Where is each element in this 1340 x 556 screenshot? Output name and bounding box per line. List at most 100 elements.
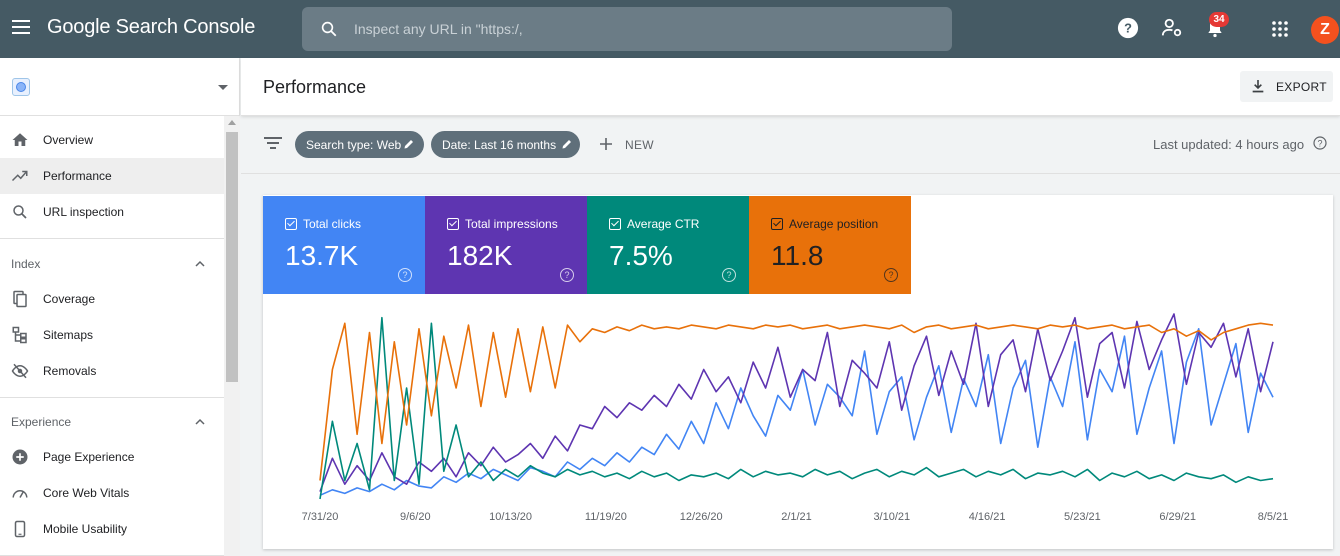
chevron-up-icon[interactable]: [194, 416, 206, 428]
x-tick-label: 4/16/21: [969, 511, 1006, 523]
sidebar-item-label: Overview: [43, 133, 94, 147]
export-button[interactable]: EXPORT: [1240, 71, 1333, 102]
help-icon[interactable]: ?: [884, 268, 898, 282]
sidebar-item-label: URL inspection: [43, 205, 124, 219]
plus-icon: [600, 138, 612, 150]
checkbox-checked-icon[interactable]: [609, 218, 621, 230]
x-tick-label: 9/6/20: [400, 511, 431, 523]
apps-icon[interactable]: [1271, 20, 1289, 38]
url-inspection-search[interactable]: [302, 7, 952, 51]
metric-value: 182K: [447, 240, 513, 271]
coverage-icon: [13, 290, 27, 308]
top-app-bar: Google Search Console ? 34 Z: [0, 0, 1340, 58]
dropdown-arrow-icon[interactable]: [218, 85, 228, 90]
x-tick-label: 11/19/20: [585, 511, 627, 523]
series-line-average-ctr: [319, 316, 1274, 500]
filter-chip-search-type[interactable]: Search type: Web: [295, 131, 424, 158]
scroll-thumb[interactable]: [226, 132, 238, 382]
section-title-index[interactable]: Index: [11, 257, 41, 271]
page-title: Performance: [263, 77, 367, 97]
sidebar-item-mobile-usability[interactable]: Mobile Usability: [0, 511, 224, 547]
help-icon[interactable]: ?: [398, 268, 412, 282]
sidebar-item-page-experience[interactable]: Page Experience: [0, 439, 224, 475]
product-logo[interactable]: Google Search Console: [47, 16, 256, 38]
performance-card: Total clicks 13.7K ? Total impressions 1…: [263, 195, 1333, 549]
x-tick-label: 2/1/21: [781, 511, 812, 523]
metric-value: 11.8: [771, 240, 824, 271]
sitemaps-icon: [12, 326, 27, 344]
metric-label: Total impressions: [465, 217, 558, 231]
x-tick-label: 8/5/21: [1258, 511, 1289, 523]
sidebar-item-label: Removals: [43, 364, 97, 378]
metric-value: 13.7K: [285, 240, 359, 271]
home-icon: [12, 133, 28, 146]
notification-count-badge: 34: [1209, 12, 1229, 27]
metric-total-impressions[interactable]: Total impressions 182K ?: [425, 196, 587, 294]
manage-users-icon[interactable]: [1161, 17, 1183, 39]
checkbox-checked-icon[interactable]: [771, 218, 783, 230]
scroll-up-arrow[interactable]: [228, 120, 236, 125]
sidebar-item-overview[interactable]: Overview: [0, 122, 224, 158]
sidebar-item-label: Sitemaps: [43, 328, 94, 342]
sidebar-scrollbar[interactable]: [224, 116, 240, 556]
sidebar-item-core-web-vitals[interactable]: Core Web Vitals: [0, 475, 224, 511]
new-label: NEW: [625, 138, 654, 152]
page-header: Performance EXPORT: [241, 58, 1340, 116]
sidebar-item-sitemaps[interactable]: Sitemaps: [0, 317, 224, 353]
svg-text:?: ?: [1124, 21, 1132, 36]
checkbox-checked-icon[interactable]: [285, 218, 297, 230]
gauge-icon: [12, 490, 28, 498]
metric-total-clicks[interactable]: Total clicks 13.7K ?: [263, 196, 425, 294]
x-tick-label: 12/26/20: [680, 511, 723, 523]
x-tick-label: 7/31/20: [302, 511, 339, 523]
phone-icon: [14, 520, 26, 538]
avatar[interactable]: Z: [1311, 16, 1339, 44]
x-tick-label: 3/10/21: [873, 511, 910, 523]
metric-average-position[interactable]: Average position 11.8 ?: [749, 196, 911, 294]
divider: [0, 238, 224, 239]
x-tick-label: 10/13/20: [489, 511, 532, 523]
page-experience-icon: [12, 449, 28, 465]
metric-label: Total clicks: [303, 217, 362, 231]
help-icon[interactable]: ?: [722, 268, 736, 282]
main-content: Performance EXPORT Search type: Web Date…: [241, 58, 1340, 556]
trending-up-icon: [11, 170, 28, 182]
series-line-total-clicks: [319, 327, 1274, 497]
sidebar-item-coverage[interactable]: Coverage: [0, 281, 224, 317]
sidebar-item-removals[interactable]: Removals: [0, 353, 224, 389]
sidebar: Overview Performance URL inspection Inde…: [0, 58, 240, 556]
property-selector[interactable]: [0, 58, 240, 116]
search-input[interactable]: [354, 19, 934, 39]
section-title-experience[interactable]: Experience: [11, 415, 72, 429]
performance-chart[interactable]: 7/31/20 9/6/20 10/13/20 11/19/20 12/26/20 2/1…: [263, 294, 1333, 549]
sidebar-item-label: Performance: [43, 169, 112, 183]
filter-icon[interactable]: [264, 136, 282, 150]
help-icon[interactable]: ?: [560, 268, 574, 282]
chip-label: Date: Last 16 months: [442, 138, 557, 152]
edit-icon[interactable]: [403, 138, 415, 150]
sidebar-item-label: Page Experience: [43, 450, 135, 464]
sidebar-item-label: Coverage: [43, 292, 96, 306]
metric-label: Average CTR: [627, 217, 700, 231]
menu-icon[interactable]: [12, 20, 30, 34]
x-tick-label: 6/29/21: [1159, 511, 1196, 523]
filter-bar: Search type: Web Date: Last 16 months NE…: [241, 116, 1340, 174]
metric-average-ctr[interactable]: Average CTR 7.5% ?: [587, 196, 749, 294]
sidebar-item-label: Mobile Usability: [43, 522, 128, 536]
help-icon[interactable]: ?: [1313, 136, 1327, 150]
search-icon: [13, 205, 27, 219]
edit-icon[interactable]: [561, 138, 573, 150]
help-icon[interactable]: ?: [1117, 17, 1139, 39]
last-updated-text: Last updated: 4 hours ago: [1153, 137, 1305, 152]
sidebar-item-performance[interactable]: Performance: [0, 158, 224, 194]
x-tick-label: 5/23/21: [1064, 511, 1101, 523]
filter-chip-date[interactable]: Date: Last 16 months: [431, 131, 580, 158]
series-line-total-impressions: [319, 313, 1274, 492]
export-label: EXPORT: [1276, 80, 1327, 94]
search-icon: [321, 21, 337, 37]
sidebar-item-url-inspection[interactable]: URL inspection: [0, 194, 224, 230]
series-line-average-position: [319, 322, 1274, 481]
metric-value: 7.5%: [609, 240, 673, 271]
checkbox-checked-icon[interactable]: [447, 218, 459, 230]
chevron-up-icon[interactable]: [194, 258, 206, 270]
